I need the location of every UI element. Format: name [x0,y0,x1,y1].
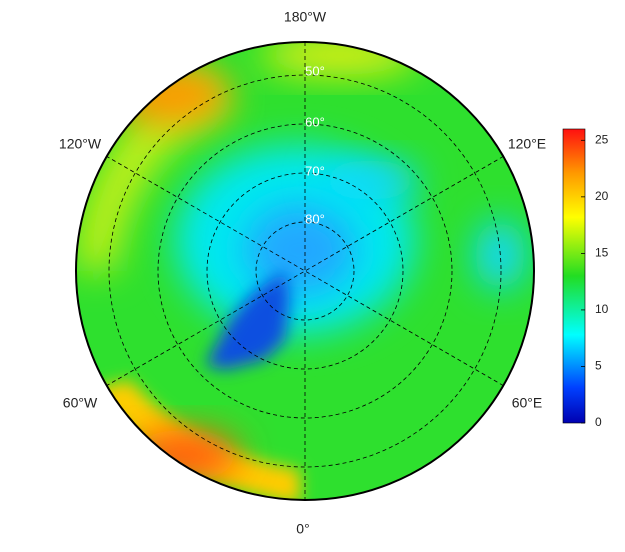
colorbar-tick-label: 0 [595,415,602,429]
colorbar-tick-label: 15 [595,246,609,260]
longitude-label: 0° [296,521,309,537]
longitude-label: 120°W [59,136,102,152]
latitude-label: 70° [305,163,325,178]
latitude-label: 60° [305,114,325,129]
latitude-label: 50° [305,63,325,78]
colorbar-tick-label: 5 [595,359,602,373]
graticule [105,42,505,500]
longitude-label: 60°E [512,395,543,411]
longitude-label: 60°W [63,395,98,411]
latitude-label: 80° [305,211,325,226]
colorbar-tick-label: 10 [595,302,609,316]
colorbar-tick-label: 20 [595,189,609,203]
colorbar-tick-label: 25 [595,132,609,146]
longitude-label: 180°W [284,9,327,25]
longitude-label: 120°E [508,136,546,152]
colorbar [562,128,586,424]
map-boundary [75,41,535,501]
